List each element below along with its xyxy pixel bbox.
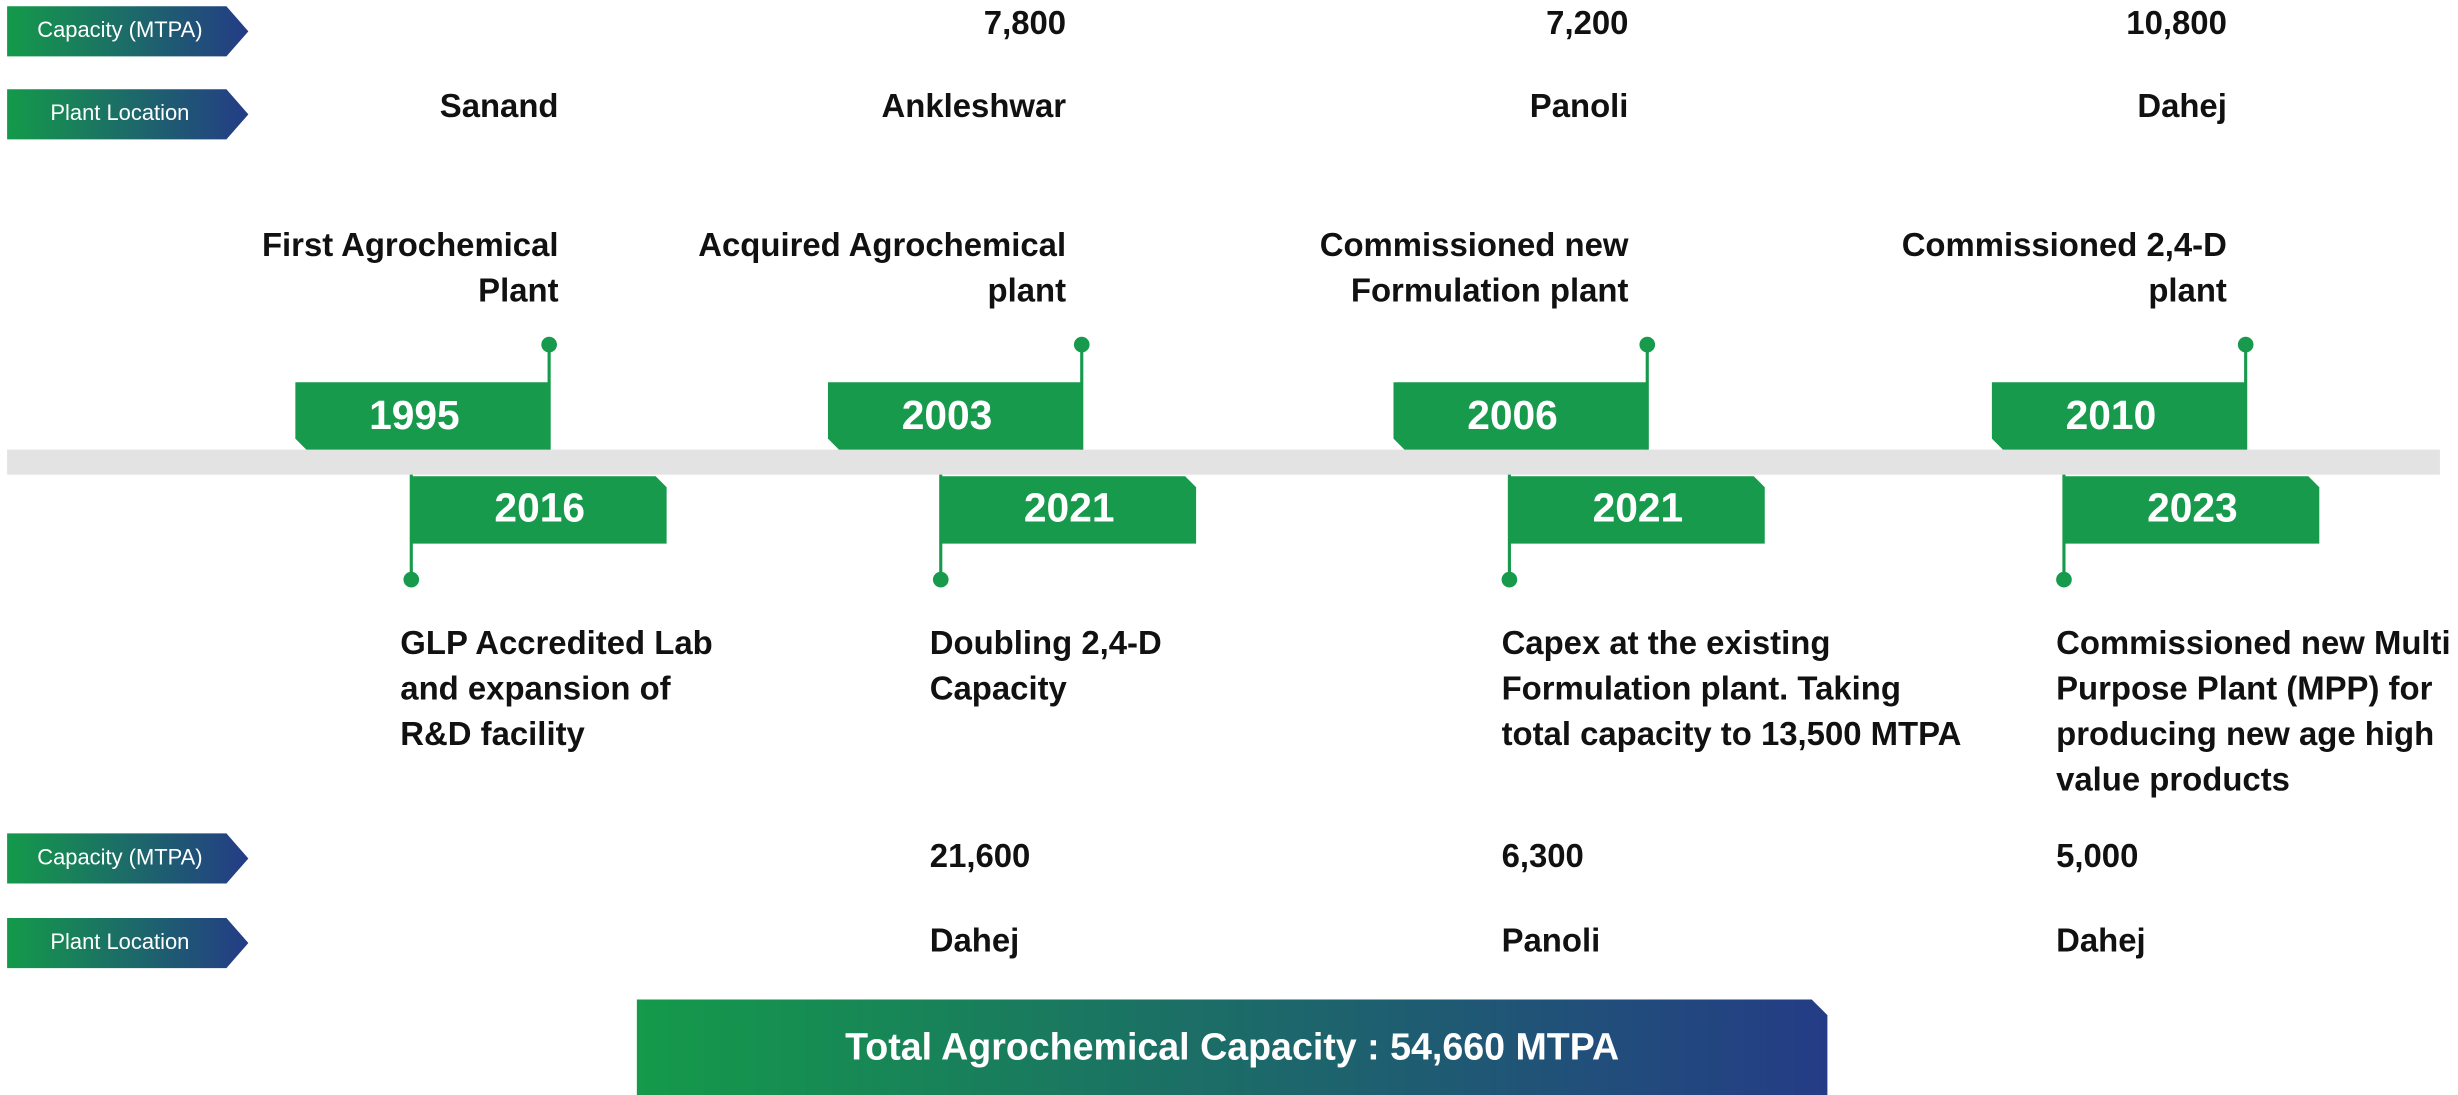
year-flag: [1991, 382, 2246, 450]
milestone-text: R&D facility: [400, 715, 585, 752]
milestone-text: Formulation plant: [1351, 272, 1629, 309]
capacity: 7,200: [1546, 4, 1628, 41]
milestone-text: plant: [2148, 272, 2227, 309]
milestone-text: Formulation plant. Taking: [1502, 670, 1901, 707]
flag-pin: [541, 336, 557, 353]
row-tag: [7, 89, 249, 140]
year: 2021: [1593, 484, 1684, 530]
year: 2003: [902, 392, 993, 438]
year: 2023: [2147, 484, 2238, 530]
flag-pin: [1501, 571, 1518, 588]
location: Panoli: [1530, 87, 1629, 124]
year-flag: [2063, 476, 2320, 544]
row-tag-label: Plant Location: [50, 100, 189, 125]
year-flag: [295, 382, 550, 450]
milestone-text: Commissioned new Multi: [2056, 624, 2451, 661]
milestone-text: Capex at the existing: [1502, 624, 1831, 661]
capacity: 5,000: [2056, 837, 2138, 874]
milestone-text: producing new age high: [2056, 715, 2434, 752]
location: Dahej: [2137, 87, 2227, 124]
milestone-text: GLP Accredited Lab: [400, 624, 712, 661]
row-tag: [7, 917, 249, 969]
milestone-text: Commissioned new: [1320, 226, 1629, 263]
capacity: 21,600: [930, 837, 1031, 874]
timeline-bar: [7, 449, 2440, 475]
location: Dahej: [930, 922, 1020, 959]
year: 2016: [494, 484, 585, 530]
location: Ankleshwar: [882, 87, 1067, 124]
milestone-text: First Agrochemical: [262, 226, 559, 263]
milestone-text: and expansion of: [400, 670, 671, 707]
milestone-text: Capacity: [930, 670, 1068, 707]
year-flag: [827, 382, 1082, 450]
milestone-text: Acquired Agrochemical: [698, 226, 1066, 263]
year: 1995: [369, 392, 460, 438]
row-tag-label: Capacity (MTPA): [37, 844, 202, 869]
year: 2010: [2066, 392, 2157, 438]
flag-pin: [1639, 336, 1656, 353]
total-banner: [636, 999, 1828, 1095]
milestone-text: plant: [988, 272, 1067, 309]
capacity: 6,300: [1502, 837, 1584, 874]
flag-pin: [2056, 571, 2072, 588]
location: Dahej: [2056, 922, 2146, 959]
milestone-text: value products: [2056, 760, 2290, 797]
capacity: 10,800: [2126, 4, 2227, 41]
milestone-text: total capacity to 13,500 MTPA: [1502, 715, 1962, 752]
year-flag: [1509, 476, 1765, 544]
row-tag: [7, 833, 249, 884]
milestone-text: Plant: [478, 272, 558, 309]
total-text: Total Agrochemical Capacity : 54,660 MTP…: [845, 1026, 1619, 1068]
capacity: 7,800: [984, 4, 1066, 41]
location: Panoli: [1502, 922, 1601, 959]
row-tag: [7, 6, 249, 57]
milestone-text: Commissioned 2,4-D: [1902, 226, 2227, 263]
flag-pin: [932, 571, 949, 588]
row-tag-label: Plant Location: [50, 929, 189, 954]
milestone-text: Doubling 2,4-D: [930, 624, 1162, 661]
year: 2006: [1467, 392, 1558, 438]
row-tag-label: Capacity (MTPA): [37, 17, 202, 42]
year: 2021: [1024, 484, 1115, 530]
year-flag: [940, 476, 1197, 544]
flag-pin: [1073, 336, 1090, 353]
year-flag: [1393, 382, 1648, 450]
location: Sanand: [440, 87, 559, 124]
flag-pin: [2237, 336, 2254, 353]
year-flag: [411, 476, 667, 544]
flag-pin: [403, 571, 420, 588]
milestone-text: Purpose Plant (MPP) for: [2056, 670, 2432, 707]
